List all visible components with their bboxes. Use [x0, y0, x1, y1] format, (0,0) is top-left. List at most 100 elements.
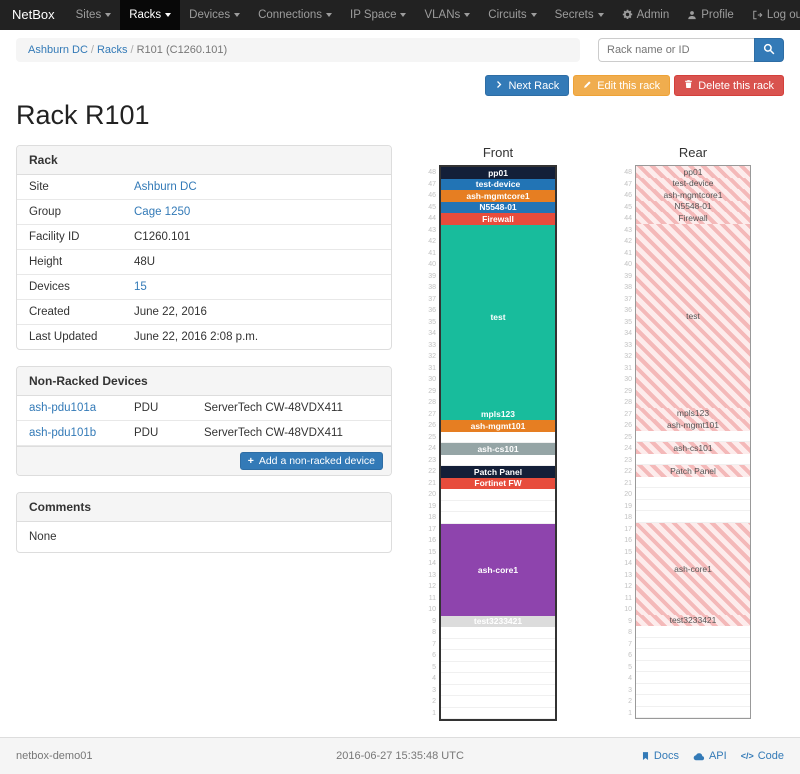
rack-device-label: ash-cs101 — [477, 443, 519, 454]
rack-device[interactable]: test — [636, 223, 750, 408]
unit-number: 47 — [428, 180, 436, 188]
rack-device-label: test-device — [672, 178, 714, 189]
rack-device[interactable]: Patch Panel — [636, 465, 750, 477]
front-unit-numbers: 48 47 46 45 44 43 42 41 40 39 38 37 36 35 34 33 32 31 30 29… — [425, 165, 439, 721]
unit-number: 40 — [428, 261, 436, 268]
nav-item-circuits[interactable]: Circuits — [479, 0, 545, 30]
rack-device-label: N5548-01 — [674, 201, 712, 212]
rack-device[interactable]: ash-core1 — [441, 523, 555, 616]
search-icon — [763, 43, 775, 58]
attr-label: Devices — [29, 281, 70, 293]
non-racked-device-link[interactable]: ash-pdu101b — [29, 427, 97, 439]
rack-device-label: ash-mgmt101 — [667, 419, 719, 430]
rack-unit-slot — [636, 488, 750, 500]
unit-number: 11 — [624, 594, 632, 602]
footer-link-code[interactable]: </> Code — [741, 750, 784, 762]
rack-device[interactable]: test3233421 — [441, 615, 555, 627]
rack-device-label: ash-core1 — [477, 564, 519, 575]
attr-value-link[interactable]: Ashburn DC — [134, 181, 197, 193]
delete-rack-label: Delete this rack — [698, 79, 774, 92]
unit-number: 23 — [624, 456, 632, 464]
rack-device[interactable]: pp01 — [441, 167, 555, 179]
attr-value-link[interactable]: Cage 1250 — [134, 206, 191, 218]
chevron-down-icon — [597, 13, 604, 17]
rack-unit-slot — [636, 707, 750, 718]
nav-item-vlans[interactable]: VLANs — [415, 0, 479, 30]
rack-device[interactable]: N5548-01 — [441, 201, 555, 213]
next-rack-button[interactable]: Next Rack — [485, 75, 570, 96]
search-button[interactable] — [754, 38, 784, 62]
rack-device[interactable]: Firewall — [441, 213, 555, 225]
unit-number: 4 — [432, 675, 436, 682]
rack-device-label: test3233421 — [473, 616, 523, 627]
unit-number: 22 — [624, 468, 632, 475]
rack-device[interactable]: Firewall — [636, 212, 750, 224]
rack-unit-slot — [441, 696, 555, 708]
nav-item-admin[interactable]: Admin — [613, 0, 679, 30]
rack-unit-slot — [441, 685, 555, 696]
rack-device[interactable]: ash-mgmtcore1 — [636, 189, 750, 201]
rack-device[interactable]: ash-cs101 — [636, 442, 750, 454]
unit-number: 22 — [428, 468, 436, 475]
edit-rack-button[interactable]: Edit this rack — [573, 75, 671, 96]
rack-device[interactable]: test — [441, 224, 555, 409]
add-non-racked-device-button[interactable]: + Add a non-racked device — [239, 452, 383, 470]
rack-device[interactable]: ash-mgmt101 — [636, 419, 750, 431]
search-input[interactable] — [598, 38, 754, 62]
rack-attr-row: Created June 22, 2016 — [17, 300, 391, 325]
breadcrumb-item[interactable]: Ashburn DC — [28, 44, 88, 56]
next-rack-label: Next Rack — [508, 79, 560, 92]
rack-unit-slot — [441, 489, 555, 501]
nav-item-profile[interactable]: Profile — [678, 0, 743, 30]
nav-item-label: VLANs — [424, 9, 461, 21]
rack-device[interactable]: N5548-01 — [636, 200, 750, 212]
unit-number: 2 — [628, 698, 632, 705]
footer-hostname: netbox-demo01 — [16, 750, 93, 762]
unit-number: 26 — [624, 422, 632, 429]
nav-item-label: Racks — [129, 9, 162, 21]
attr-value-link[interactable]: 15 — [134, 281, 147, 293]
user-icon — [687, 0, 697, 30]
rack-device[interactable]: ash-cs101 — [441, 443, 555, 455]
nav-item-racks[interactable]: Racks — [120, 0, 181, 30]
footer-link-docs[interactable]: Docs — [641, 750, 679, 762]
nav-item-ip-space[interactable]: IP Space — [341, 0, 415, 30]
rack-device[interactable]: test3233421 — [636, 614, 750, 626]
unit-number: 30 — [428, 376, 436, 383]
unit-number: 3 — [432, 686, 436, 694]
app-brand[interactable]: NetBox — [12, 7, 55, 22]
rear-elevation-title: Rear — [678, 145, 708, 160]
attr-value: 48U — [134, 256, 155, 268]
rack-device[interactable]: ash-mgmt101 — [441, 420, 555, 432]
nav-item-connections[interactable]: Connections — [249, 0, 341, 30]
unit-number: 5 — [628, 663, 632, 671]
rack-device[interactable]: mpls123 — [636, 407, 750, 419]
nav-item-log-out[interactable]: Log out — [743, 0, 800, 30]
unit-number: 6 — [628, 652, 632, 659]
nav-item-secrets[interactable]: Secrets — [546, 0, 613, 30]
page-title: Rack R101 — [16, 100, 150, 130]
delete-rack-button[interactable]: Delete this rack — [674, 75, 784, 96]
rack-device[interactable]: ash-mgmtcore1 — [441, 190, 555, 202]
plus-icon: + — [247, 455, 254, 467]
nav-item-devices[interactable]: Devices — [180, 0, 249, 30]
rack-device[interactable]: Fortinet FW — [441, 477, 555, 489]
rack-device-label: mpls123 — [480, 409, 516, 420]
non-racked-device-link[interactable]: ash-pdu101a — [29, 402, 97, 414]
rack-device[interactable]: pp01 — [636, 166, 750, 178]
rack-device[interactable]: ash-core1 — [636, 522, 750, 615]
rack-device[interactable]: test-device — [441, 178, 555, 190]
rack-attr-row: Height 48U — [17, 250, 391, 275]
footer-link-api[interactable]: API — [693, 750, 727, 762]
rack-device[interactable]: test-device — [636, 177, 750, 189]
nav-item-sites[interactable]: Sites — [67, 0, 121, 30]
rack-device[interactable]: mpls123 — [441, 408, 555, 420]
rack-unit-slot — [636, 638, 750, 649]
rack-device-label: ash-mgmtcore1 — [663, 189, 723, 200]
attr-label: Site — [29, 181, 49, 193]
rack-unit-slot — [441, 662, 555, 673]
rack-device[interactable]: Patch Panel — [441, 466, 555, 478]
unit-number: 44 — [624, 215, 632, 222]
breadcrumb-item[interactable]: Racks — [96, 44, 128, 56]
rack-device-label: ash-core1 — [674, 563, 712, 574]
